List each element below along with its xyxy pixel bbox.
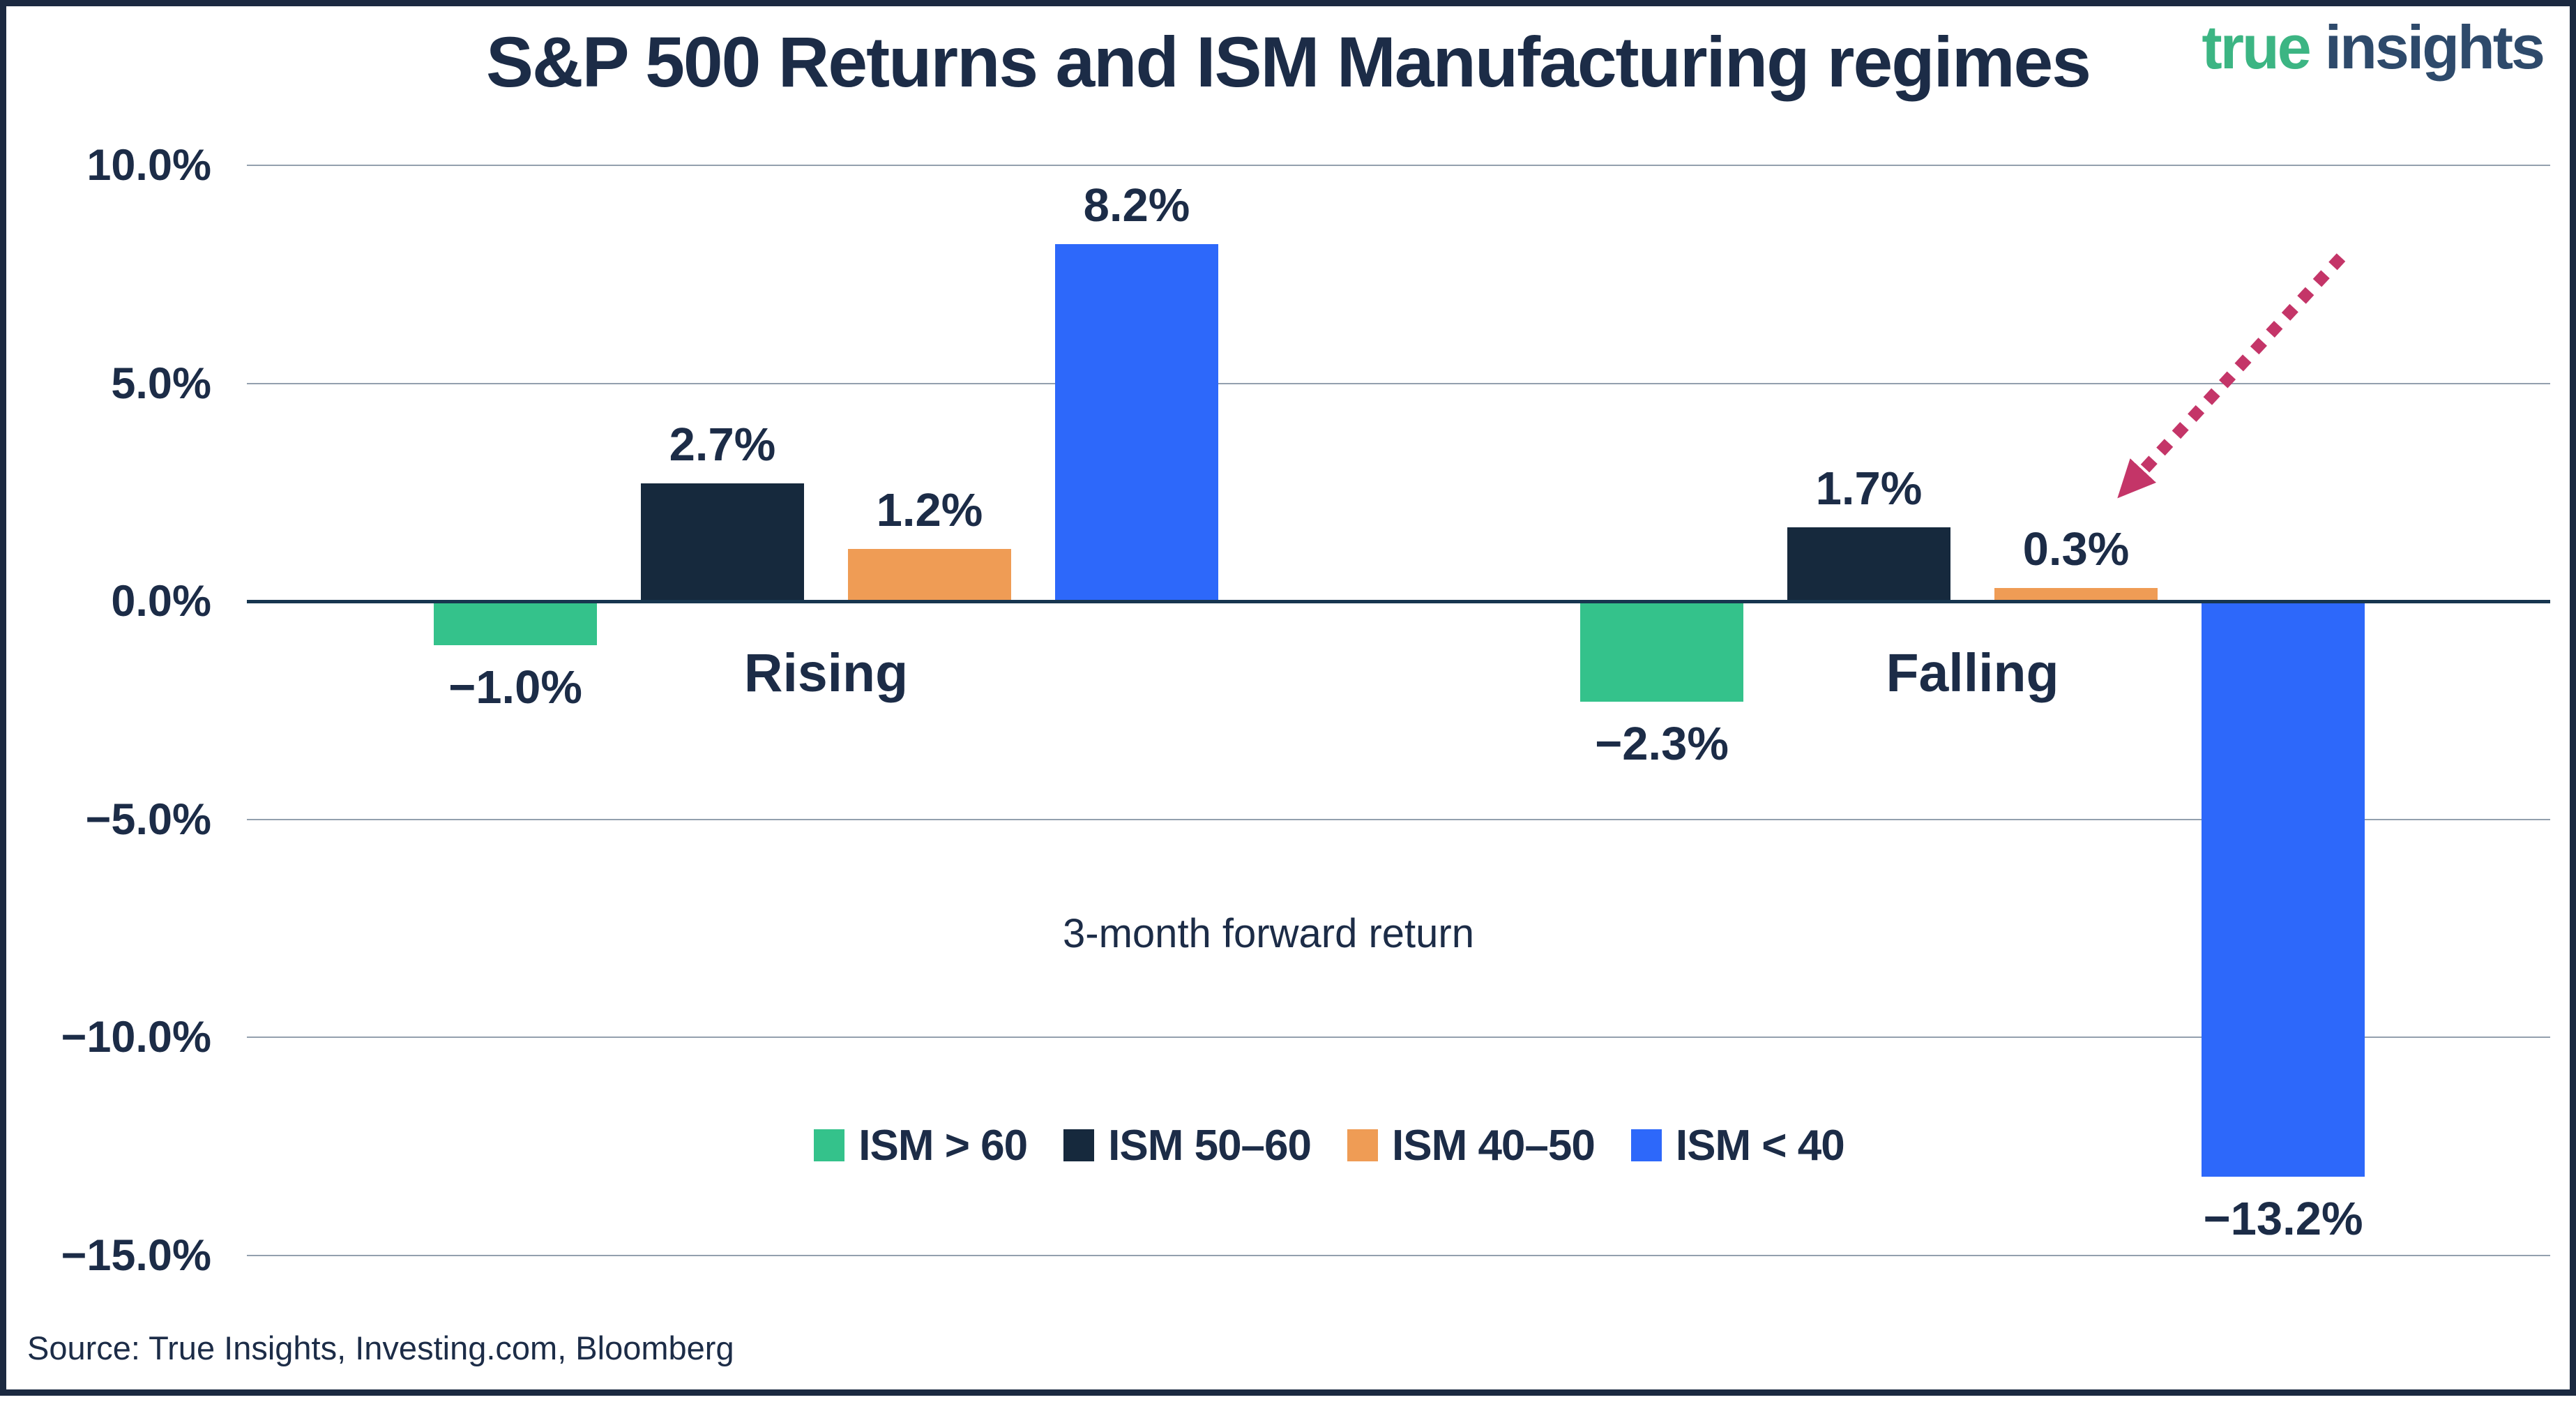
gridline (247, 1037, 2550, 1038)
gridline (247, 1254, 2550, 1256)
bar-falling-4 (2202, 601, 2365, 1177)
legend-item: ISM 40–50 (1347, 1121, 1596, 1170)
bar-value-label: 1.7% (1815, 462, 1923, 515)
bar-rising-1 (434, 601, 597, 645)
bar-value-label: −13.2% (2203, 1193, 2363, 1245)
bar-rising-3 (848, 549, 1011, 601)
bar-value-label: 2.7% (669, 419, 776, 472)
legend: ISM > 60 ISM 50–60 ISM 40–50 ISM < 40 (41, 1121, 2576, 1170)
gridline (247, 382, 2550, 384)
legend-item: ISM > 60 (814, 1121, 1028, 1170)
bar-value-label: −2.3% (1595, 717, 1729, 770)
bar-value-label: 1.2% (876, 484, 983, 536)
category-label-rising: Rising (743, 643, 909, 703)
bar-value-label: 0.3% (2022, 523, 2130, 576)
y-axis-tick-label: 10.0% (86, 141, 211, 190)
logo-word-true: true (2202, 13, 2311, 82)
legend-swatch-icon (814, 1129, 845, 1161)
legend-label: ISM 40–50 (1392, 1121, 1596, 1170)
y-axis-tick-label: 5.0% (111, 359, 211, 408)
bar-falling-2 (1787, 527, 1950, 601)
bar-value-label: −1.0% (448, 661, 582, 714)
legend-item: ISM < 40 (1630, 1121, 1845, 1170)
legend-label: ISM < 40 (1675, 1121, 1845, 1170)
logo-word-insights: insights (2324, 13, 2545, 82)
bar-falling-3 (1994, 588, 2158, 601)
bar-rising-2 (641, 483, 804, 601)
gridline (247, 165, 2550, 166)
zero-axis-line (247, 599, 2550, 603)
legend-item: ISM 50–60 (1063, 1121, 1312, 1170)
true-insights-logo: true insights (2202, 12, 2545, 83)
legend-swatch-icon (1630, 1129, 1662, 1161)
category-label-falling: Falling (1886, 643, 2059, 703)
legend-label: ISM > 60 (858, 1121, 1028, 1170)
legend-label: ISM 50–60 (1108, 1121, 1312, 1170)
source-note: Source: True Insights, Investing.com, Bl… (27, 1329, 734, 1366)
y-axis-tick-label: −15.0% (61, 1230, 211, 1280)
gridline (247, 818, 2550, 820)
bar-falling-1 (1580, 601, 1743, 702)
legend-swatch-icon (1063, 1129, 1095, 1161)
y-axis-tick-label: 0.0% (111, 577, 211, 626)
legend-swatch-icon (1347, 1129, 1378, 1161)
y-axis-tick-label: −10.0% (61, 1013, 211, 1062)
page-title: S&P 500 Returns and ISM Manufacturing re… (485, 22, 2091, 102)
y-axis-tick-label: −5.0% (85, 794, 211, 844)
bar-rising-4 (1055, 243, 1218, 601)
bar-value-label: 8.2% (1083, 179, 1190, 232)
plot-area: 10.0% 5.0% 0.0% −5.0% −10.0% −15.0% −1.0% 2.7% 1… (6, 6, 2576, 1402)
annotation-label: 3-month forward return (1063, 911, 1474, 956)
